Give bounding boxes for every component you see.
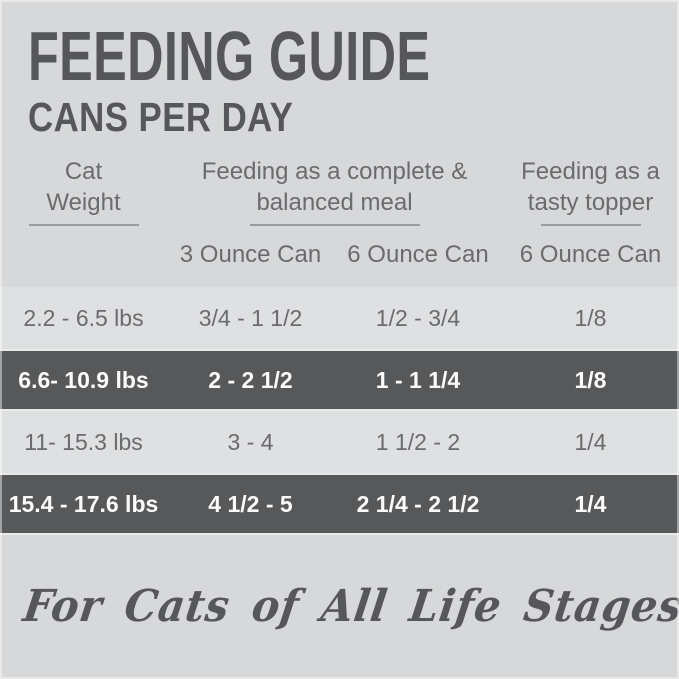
table-subheader-row: 3 Ounce Can 6 Ounce Can 6 Ounce Can bbox=[0, 240, 679, 270]
cell-6oz: 1/2 - 3/4 bbox=[375, 304, 461, 331]
table-row: 11- 15.3 lbs 3 - 4 1 1/2 - 2 1/4 bbox=[0, 411, 679, 473]
table-body: 2.2 - 6.5 lbs 3/4 - 1 1/2 1/2 - 3/4 1/8 … bbox=[0, 287, 679, 535]
cell-3oz: 3 - 4 bbox=[227, 428, 274, 455]
header-tasty-topper-line2: tasty topper bbox=[527, 189, 654, 216]
cell-3oz: 2 - 2 1/2 bbox=[208, 366, 293, 393]
header-cat-weight: Cat Weight bbox=[0, 156, 167, 226]
page-title: FEEDING GUIDE bbox=[28, 17, 431, 95]
underline-decoration bbox=[249, 224, 420, 226]
underline-decoration bbox=[540, 224, 641, 226]
cell-weight: 2.2 - 6.5 lbs bbox=[23, 304, 144, 331]
underline-decoration bbox=[28, 224, 139, 226]
cell-3oz: 4 1/2 - 5 bbox=[208, 490, 293, 517]
cell-topper: 1/4 bbox=[574, 428, 607, 455]
cell-weight: 15.4 - 17.6 lbs bbox=[8, 490, 159, 517]
header-complete-meal-line2: balanced meal bbox=[256, 189, 413, 216]
subheader-6oz-can: 6 Ounce Can bbox=[347, 241, 489, 268]
subheader-6oz-topper-can: 6 Ounce Can bbox=[519, 241, 662, 268]
header-tasty-topper: Feeding as a tasty topper bbox=[502, 156, 679, 226]
cell-6oz: 1 - 1 1/4 bbox=[375, 366, 461, 393]
cell-3oz: 3/4 - 1 1/2 bbox=[198, 304, 303, 331]
cell-topper: 1/4 bbox=[574, 490, 607, 517]
table-row-highlighted: 6.6- 10.9 lbs 2 - 2 1/2 1 - 1 1/4 1/8 bbox=[0, 349, 679, 411]
cell-weight: 6.6- 10.9 lbs bbox=[18, 366, 149, 393]
header-tasty-topper-line1: Feeding as a bbox=[521, 158, 660, 185]
table-row-highlighted: 15.4 - 17.6 lbs 4 1/2 - 5 2 1/4 - 2 1/2 … bbox=[0, 473, 679, 535]
cell-topper: 1/8 bbox=[574, 304, 607, 331]
cell-weight: 11- 15.3 lbs bbox=[24, 428, 143, 455]
header-cat-weight-line2: Weight bbox=[46, 189, 121, 216]
header-complete-meal-line1: Feeding as a complete & bbox=[201, 158, 468, 185]
subheader-3oz-can: 3 Ounce Can bbox=[179, 241, 322, 268]
footer-script-text: For Cats of All Life Stages bbox=[20, 581, 679, 632]
cell-6oz: 1 1/2 - 2 bbox=[375, 428, 461, 455]
cell-6oz: 2 1/4 - 2 1/2 bbox=[356, 490, 480, 517]
page-subtitle: CANS PER DAY bbox=[28, 94, 294, 140]
header-cat-weight-line1: Cat bbox=[64, 158, 103, 185]
table-row: 2.2 - 6.5 lbs 3/4 - 1 1/2 1/2 - 3/4 1/8 bbox=[0, 287, 679, 349]
subheader-spacer bbox=[0, 240, 167, 270]
header-complete-meal: Feeding as a complete & balanced meal bbox=[167, 156, 502, 226]
cell-topper: 1/8 bbox=[574, 366, 607, 393]
table-header-groups: Cat Weight Feeding as a complete & balan… bbox=[0, 156, 679, 226]
feeding-table: Cat Weight Feeding as a complete & balan… bbox=[0, 156, 679, 535]
